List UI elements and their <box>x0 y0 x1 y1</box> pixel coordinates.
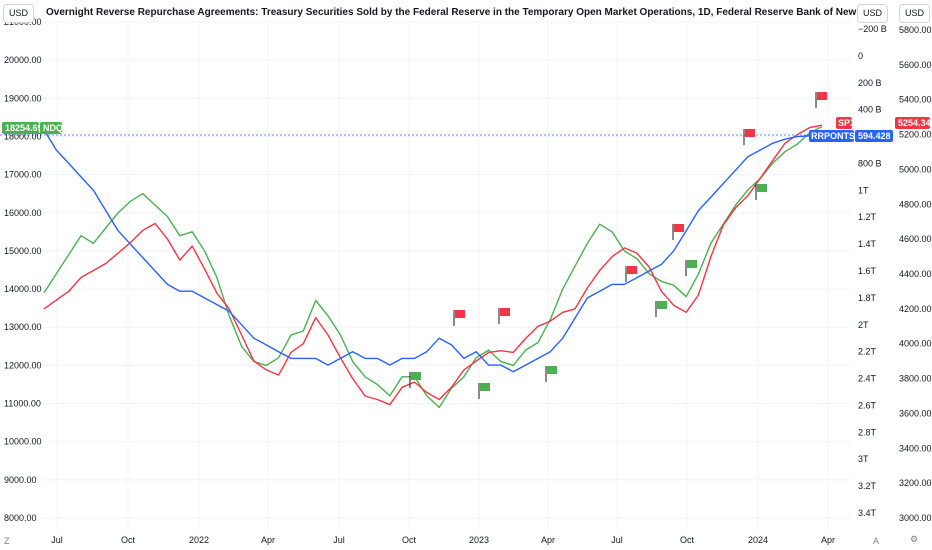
auto-scale-left-toggle[interactable]: Z <box>4 536 10 546</box>
left-axis-tick: 16000.00 <box>4 208 42 218</box>
rrp-axis-tick: 1.4T <box>858 239 877 249</box>
flag-marker <box>500 308 510 316</box>
rrp-axis-tick: 2.4T <box>858 374 877 384</box>
x-axis-tick: Oct <box>402 535 417 545</box>
spx-line <box>43 124 823 406</box>
flag-marker <box>817 92 827 100</box>
rrp-axis-tick: 400 B <box>858 105 882 115</box>
rrp-axis-tick: 3.4T <box>858 508 877 518</box>
spx-axis-tick: 3000.00 <box>899 513 932 523</box>
chart-title: Overnight Reverse Repurchase Agreements:… <box>46 7 881 18</box>
spx-axis-tick: 5600.00 <box>899 60 932 70</box>
svg-text:SPX: SPX <box>838 118 856 128</box>
spx-price-axis[interactable]: 5800.00 5600.00 5400.00 5200.00 5000.00 4800.… <box>899 25 932 523</box>
flag-marker <box>547 366 557 374</box>
event-flags[interactable] <box>409 92 827 399</box>
x-axis-tick: Apr <box>541 535 555 545</box>
settings-gear-icon[interactable]: ⚙ <box>910 534 919 544</box>
flag-marker <box>757 184 767 192</box>
spx-axis-tick: 4000.00 <box>899 339 932 349</box>
flag-marker <box>687 260 697 268</box>
rrp-axis-tick: 800 B <box>858 158 882 168</box>
x-axis-tick: Apr <box>821 535 835 545</box>
left-axis-tick: 20000.00 <box>4 55 42 65</box>
spx-last-value-badge: SPX 5254.34 <box>836 117 931 129</box>
rrp-currency-button[interactable]: USD <box>857 4 889 23</box>
rrp-axis-tick: 0 <box>858 51 863 61</box>
rrp-axis-tick: 2.8T <box>858 427 877 437</box>
svg-text:18254.69: 18254.69 <box>5 123 43 133</box>
left-price-axis[interactable]: 21000.0020000.0019000.0018000.0017000.00… <box>4 17 42 523</box>
grid <box>42 20 850 530</box>
x-axis-tick: Apr <box>261 535 275 545</box>
flag-marker <box>480 383 490 391</box>
spx-axis-tick: 4400.00 <box>899 269 932 279</box>
rrp-axis-tick: 3T <box>858 454 869 464</box>
svg-text:NDQ: NDQ <box>43 123 63 133</box>
spx-axis-tick: 5400.00 <box>899 95 932 105</box>
rrp-axis-tick: −200 B <box>858 24 887 34</box>
left-currency-button[interactable]: USD <box>3 4 35 23</box>
spx-axis-tick: 3200.00 <box>899 478 932 488</box>
left-axis-tick: 13000.00 <box>4 322 42 332</box>
svg-text:RRPONTSYD: RRPONTSYD <box>811 131 868 141</box>
rrp-axis-tick: 2.2T <box>858 347 877 357</box>
x-axis-tick: 2022 <box>189 535 209 545</box>
x-axis-tick: Jul <box>333 535 345 545</box>
svg-text:5254.34: 5254.34 <box>898 118 931 128</box>
flag-marker <box>657 301 667 309</box>
ndq-last-value-badge: 18254.69 NDQ <box>2 122 63 134</box>
x-axis-tick: 2024 <box>748 535 768 545</box>
left-axis-tick: 8000.00 <box>4 513 37 523</box>
svg-text:594.428 B: 594.428 B <box>858 131 900 141</box>
flag-marker <box>411 372 421 380</box>
left-axis-tick: 17000.00 <box>4 170 42 180</box>
time-axis[interactable]: Jul Oct 2022 Apr Jul Oct 2023 Apr Jul Oct 2024 Apr <box>51 535 835 545</box>
rrp-axis-tick: 1T <box>858 185 869 195</box>
left-axis-tick: 19000.00 <box>4 93 42 103</box>
x-axis-tick: Jul <box>611 535 623 545</box>
rrp-axis-tick: 200 B <box>858 78 882 88</box>
left-axis-tick: 18000.00 <box>4 131 42 141</box>
spx-axis-tick: 4800.00 <box>899 199 932 209</box>
spx-axis-tick: 5800.00 <box>899 25 932 35</box>
series-layer <box>43 124 823 409</box>
spx-currency-button[interactable]: USD <box>899 4 931 23</box>
rrp-last-value-badge: RRPONTSYD 594.428 B <box>809 130 900 142</box>
left-axis-tick: 15000.00 <box>4 246 42 256</box>
flag-marker <box>674 224 684 232</box>
spx-axis-tick: 5200.00 <box>899 130 932 140</box>
x-axis-tick: Oct <box>680 535 695 545</box>
left-axis-tick: 11000.00 <box>4 399 41 409</box>
rrp-axis-tick: 2.6T <box>858 400 877 410</box>
left-axis-tick: 12000.00 <box>4 360 42 370</box>
x-axis-tick: 2023 <box>469 535 489 545</box>
rrp-axis-tick: 1.6T <box>858 266 877 276</box>
auto-scale-toggle[interactable]: A <box>873 536 880 546</box>
rrp-axis-tick: 3.2T <box>858 481 877 491</box>
left-axis-tick: 14000.00 <box>4 284 42 294</box>
rrp-axis-tick: 1.8T <box>858 293 877 303</box>
ndq-line <box>43 126 823 409</box>
spx-axis-tick: 4600.00 <box>899 234 932 244</box>
flag-marker <box>455 310 465 318</box>
x-axis-tick: Jul <box>51 535 63 545</box>
spx-axis-tick: 5000.00 <box>899 164 932 174</box>
spx-axis-tick: 4200.00 <box>899 304 932 314</box>
rrp-axis-tick: 1.2T <box>858 212 877 222</box>
rrp-line <box>43 129 823 373</box>
left-axis-tick: 9000.00 <box>4 475 37 485</box>
flag-marker <box>745 129 755 137</box>
flag-marker <box>627 266 637 274</box>
spx-axis-tick: 3600.00 <box>899 408 932 418</box>
x-axis-tick: Oct <box>121 535 136 545</box>
rrp-axis-tick: 2T <box>858 320 869 330</box>
spx-axis-tick: 3400.00 <box>899 443 932 453</box>
spx-axis-tick: 3800.00 <box>899 374 932 384</box>
left-axis-tick: 10000.00 <box>4 437 42 447</box>
